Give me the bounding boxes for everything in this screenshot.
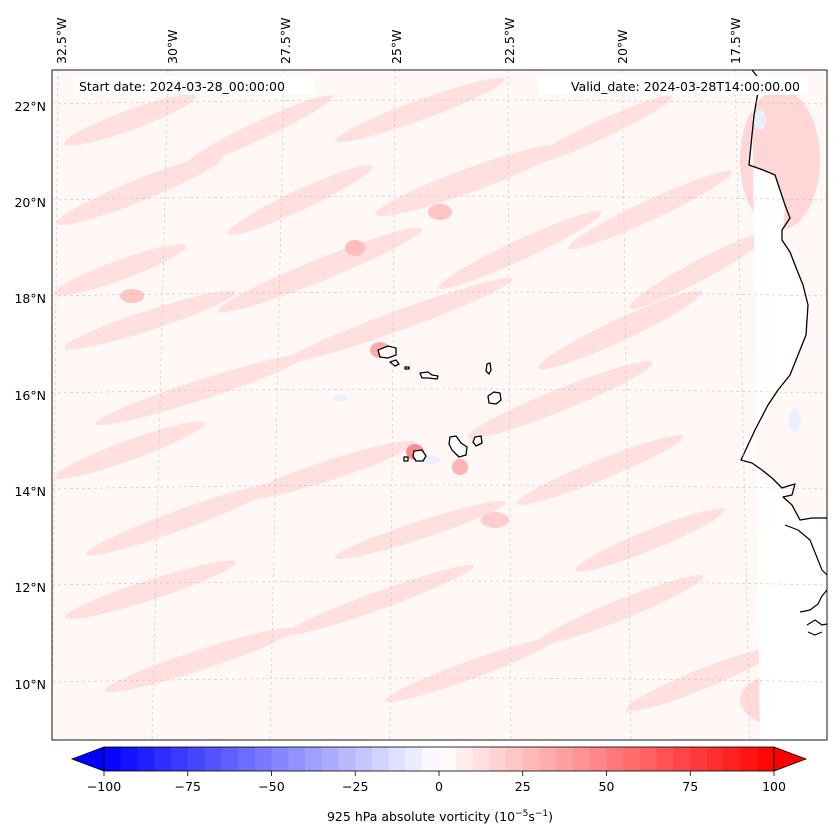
colorbar-segment	[405, 747, 423, 771]
lat-label-22N: 22°N	[14, 99, 46, 114]
colorbar-segment	[489, 747, 507, 771]
colorbar-segment	[120, 747, 139, 771]
vorticity-hotspots	[120, 204, 509, 528]
island-santiago	[448, 435, 468, 458]
start-date-label: Start date: 2024-03-28_00:00:00	[79, 79, 285, 94]
colorbar-segments	[104, 747, 775, 771]
colorbar-segment	[204, 747, 222, 771]
island-santo-antao	[377, 345, 397, 359]
island-sao-vicente	[389, 359, 400, 367]
lon-label-30W: 30°W	[165, 29, 180, 64]
colorbar-segment	[707, 747, 725, 771]
lon-label-22.5W: 22.5°W	[502, 18, 517, 64]
colorbar-segment	[187, 747, 206, 771]
colorbar-segment	[254, 747, 273, 771]
colorbar-segment	[522, 747, 541, 771]
colorbar-segment	[539, 747, 557, 771]
colorbar-segment	[757, 747, 775, 771]
island-brava	[403, 456, 409, 462]
colorbar-segment	[238, 747, 256, 771]
colorbar-segment	[740, 747, 758, 771]
colorbar-segment	[305, 747, 323, 771]
island-fogo	[412, 449, 427, 462]
valid-date-box: Valid_date: 2024-03-28T14:00:00.00	[538, 76, 808, 95]
colorbar-tick-label: 0	[435, 779, 443, 794]
colorbar-tick-label: −100	[87, 779, 121, 794]
valid-date-label: Valid_date: 2024-03-28T14:00:00.00	[571, 79, 800, 94]
colorbar-segment	[573, 747, 591, 771]
gridlines	[52, 70, 827, 740]
lat-label-14N: 14°N	[14, 484, 46, 499]
colorbar-tick-label: 50	[599, 779, 615, 794]
lat-label-18N: 18°N	[14, 291, 46, 306]
island-sal	[485, 362, 492, 375]
colorbar-segment	[606, 747, 624, 771]
colorbar-tick-label: 100	[762, 779, 786, 794]
colorbar-segment	[556, 747, 574, 771]
colorbar-tick-label: −50	[258, 779, 284, 794]
colorbar-segment	[321, 747, 340, 771]
lat-label-20N: 20°N	[14, 195, 46, 210]
colorbar-segment	[171, 747, 189, 771]
lon-label-17.5W: 17.5°W	[728, 18, 743, 64]
colorbar-tick-label: −25	[342, 779, 368, 794]
colorbar-tick-label: 75	[682, 779, 698, 794]
colorbar: −100 −75 −50 −25 0 25 50 75 100 925 hPa absolute…	[70, 746, 808, 824]
island-boa-vista	[487, 391, 502, 405]
colorbar-segment	[372, 747, 390, 771]
colorbar-segment	[104, 747, 122, 771]
colorbar-segment	[422, 747, 440, 771]
colorbar-segment	[355, 747, 373, 771]
lon-label-20W: 20°W	[615, 29, 630, 64]
colorbar-segment	[656, 747, 675, 771]
lat-label-12N: 12°N	[14, 580, 46, 595]
africa-landmass	[741, 70, 827, 740]
colorbar-segment	[221, 747, 239, 771]
africa-coastline	[740, 70, 827, 521]
island-sao-nicolau	[419, 371, 439, 380]
colorbar-segment	[623, 747, 641, 771]
lon-label-25W: 25°W	[389, 29, 404, 64]
colorbar-segment	[589, 747, 608, 771]
colorbar-segment	[154, 747, 172, 771]
colorbar-segment	[439, 747, 457, 771]
colorbar-segment	[137, 747, 155, 771]
colorbar-segment	[455, 747, 474, 771]
colorbar-label: 925 hPa absolute vorticity (10−5s−1)	[327, 809, 553, 824]
colorbar-segment	[338, 747, 356, 771]
lon-label-32.5W: 32.5°W	[54, 18, 69, 64]
colorbar-segment	[388, 747, 407, 771]
island-santa-luzia	[404, 366, 410, 370]
cape-verde-islands	[377, 345, 502, 462]
colorbar-segment	[673, 747, 691, 771]
colorbar-segment	[723, 747, 742, 771]
colorbar-tick-label: 25	[515, 779, 531, 794]
colorbar-segment	[640, 747, 658, 771]
colorbar-segment	[690, 747, 708, 771]
island-maio	[472, 435, 483, 447]
colorbar-segment	[506, 747, 524, 771]
colorbar-segment	[472, 747, 490, 771]
guinea-bissau-coast	[784, 524, 827, 636]
start-date-box: Start date: 2024-03-28_00:00:00	[74, 76, 314, 95]
colorbar-segment	[271, 747, 289, 771]
colorbar-extend-min	[70, 746, 105, 772]
colorbar-ticks: −100 −75 −50 −25 0 25 50 75 100	[87, 771, 786, 794]
map-frame	[51, 69, 828, 741]
lat-label-10N: 10°N	[14, 677, 46, 692]
colorbar-extend-max	[773, 746, 808, 772]
colorbar-segment	[288, 747, 306, 771]
colorbar-tick-label: −75	[175, 779, 201, 794]
lon-label-27.5W: 27.5°W	[278, 18, 293, 64]
vorticity-field	[54, 77, 827, 730]
map-panel: Start date: 2024-03-28_00:00:00 Valid_da…	[51, 69, 828, 741]
longitude-labels: 32.5°W 30°W 27.5°W 25°W 22.5°W 20°W 17.5…	[54, 18, 743, 64]
latitude-labels: 22°N 20°N 18°N 16°N 14°N 12°N 10°N	[14, 99, 46, 692]
lat-label-16N: 16°N	[14, 388, 46, 403]
